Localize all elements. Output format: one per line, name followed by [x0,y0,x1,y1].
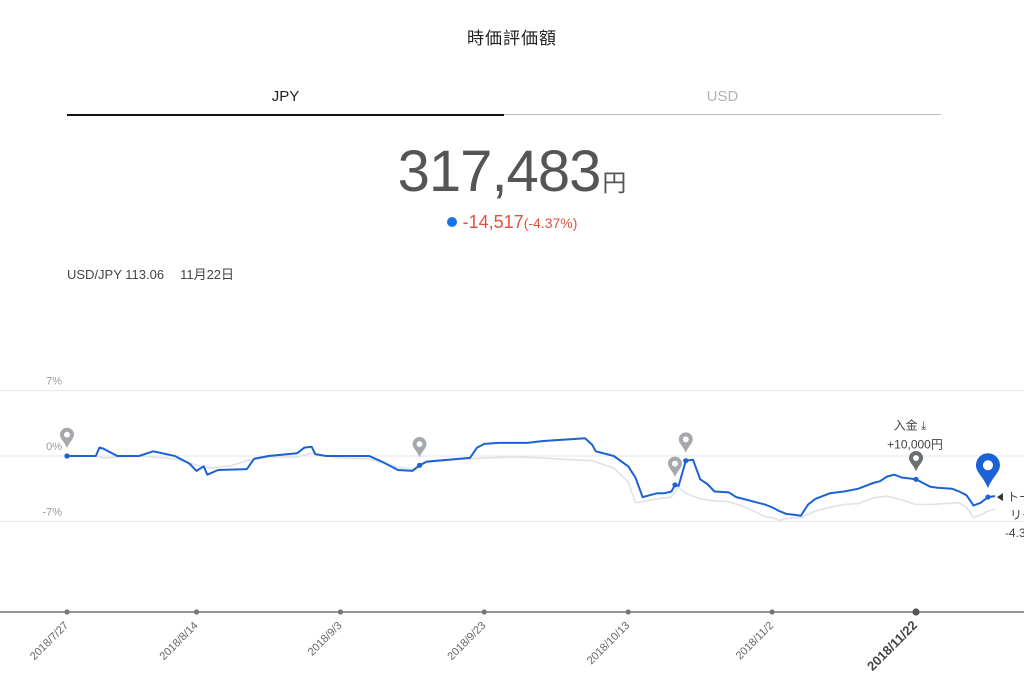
pointer-arrow-icon [996,493,1003,502]
x-tick-dot [337,609,344,615]
deposit-pin-icon-hole [913,455,919,461]
currency-tabs: JPY USD [67,88,942,116]
marker-point [683,458,689,464]
amount-unit: 円 [602,170,627,197]
location-pin-icon-hole [672,460,678,467]
location-pin-icon-hole [64,431,70,438]
location-pin-icon [60,427,74,448]
location-pin-icon [678,432,693,453]
x-tick-dot [481,609,487,615]
x-tick-label: 2018/10/13 [585,620,632,667]
x-tick-label: 2018/8/14 [158,620,201,663]
fx-date: 11月22日 [180,267,235,282]
deposit-label: 入金 ⤓ [894,417,927,432]
deposit-amount: +10,000円 [887,437,943,451]
change-amount: -14,517 [462,212,524,232]
marker-point [416,462,423,468]
x-tick-label: 2018/9/3 [306,620,345,659]
fx-pair: USD/JPY 113.06 [67,267,165,282]
y-tick-label: 0% [46,441,62,453]
x-tick-label: 2018/11/2 [734,620,777,663]
y-tick-label: -7% [42,506,62,518]
x-tick-label: 2018/11/22 [864,618,920,674]
total-return-label: トータル [1007,490,1024,504]
location-pin-icon [667,456,682,477]
benchmark-line [67,452,996,522]
deposit-pin-icon [909,451,923,472]
marker-point [64,453,70,459]
current-pin-icon-hole [982,460,993,471]
location-pin-icon-hole [682,436,689,443]
x-tick-label: 2018/7/27 [28,620,71,663]
page-title: 時価評価額 [467,29,557,48]
fx-rate: USD/JPY 113.06 11月22日 [67,264,250,283]
change-dot-icon [446,217,457,227]
marker-point [672,482,678,488]
x-tick-dot [64,609,70,615]
location-pin-icon [412,437,427,458]
tab-usd[interactable]: USD [504,88,941,115]
y-tick-label: 7% [46,376,62,388]
return-chart-svg[interactable]: 7% 0% -7% 入金 ⤓ +10,000円トータルリターン -4.37% 2018/… [0,330,1024,687]
change-percent: (-4.37%) [523,215,578,231]
current-pin-icon [975,453,1000,489]
amount-value: 317,483 [397,139,602,204]
x-tick-dot [769,609,775,615]
marker-point [913,476,919,482]
valuation-change: -14,517(-4.37%) [0,212,1024,233]
x-tick-dot [912,608,920,616]
x-tick-dot [193,609,200,615]
x-tick-label: 2018/9/23 [445,620,488,663]
return-chart[interactable]: 7% 0% -7% 入金 ⤓ +10,000円トータルリターン -4.37% 2018/… [0,330,1024,687]
total-return-value: -4.37% [1005,526,1024,540]
tab-jpy[interactable]: JPY [67,88,504,116]
marker-point [985,494,991,500]
location-pin-icon-hole [416,441,423,447]
portfolio-line [67,437,996,517]
x-tick-dot [625,609,631,615]
valuation-amount: 317,483円 [0,138,1024,205]
total-return-label-2: リターン [1010,508,1024,522]
